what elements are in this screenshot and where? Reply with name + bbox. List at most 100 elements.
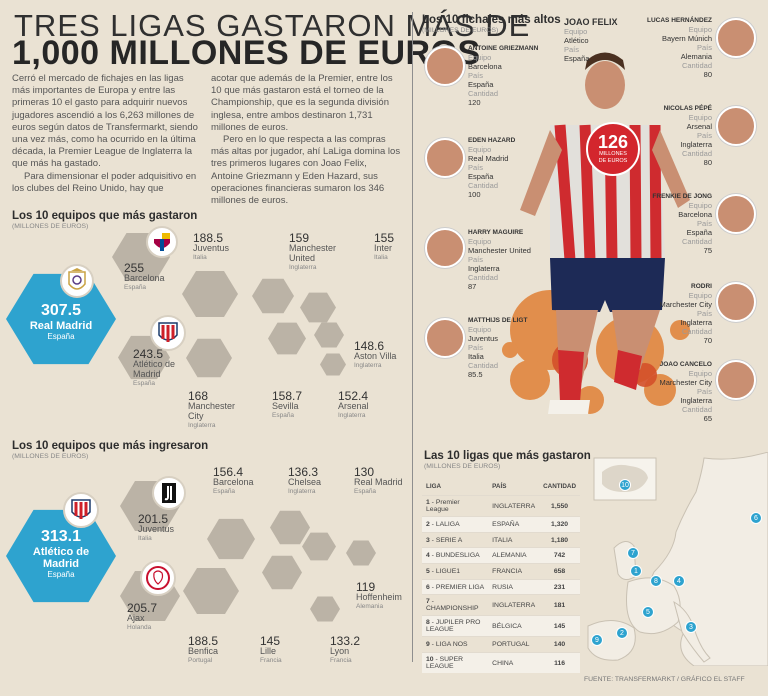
league-cell: 6 - PREMIER LIGA (422, 578, 489, 595)
hex (314, 322, 344, 348)
team-name: Manchester United (289, 243, 337, 263)
player-name: LUCAS HERNÁNDEZ (647, 17, 712, 24)
player-name: ANTOINE GRIEZMANN (468, 45, 539, 52)
table-row: 1 - Premier League INGLATERRA 1,550 (422, 495, 580, 517)
team-value: 130 (354, 465, 375, 479)
league-cell: 7 - CHAMPIONSHIP (422, 594, 489, 616)
intro-column-1: Cerró el mercado de fichajes en las liga… (12, 73, 204, 195)
map-marker-3: 3 (685, 621, 697, 633)
label: Equipo (688, 369, 712, 378)
player-amount: 80 (703, 70, 712, 79)
league-rank: 7 (426, 598, 430, 606)
label: Equipo (468, 325, 492, 334)
team-label: 201.5 Juventus Italia (138, 513, 198, 544)
section-title: Las 10 ligas que más gastaron (424, 450, 591, 462)
label: País (696, 43, 712, 52)
team-country: Italia (138, 535, 152, 542)
player-card: MATTHIJS DE LIGT Equipo Juventus País It… (468, 316, 548, 379)
league-amount: 145 (539, 615, 580, 637)
earned-section-header: Los 10 equipos que más ingresaron (MILLO… (12, 440, 208, 460)
league-amount: 116 (539, 652, 580, 674)
table-row: 2 - LALIGA ESPAÑA 1,320 (422, 516, 580, 533)
league-cell: 4 - BUNDESLIGA (422, 547, 489, 564)
team-country: Holanda (127, 624, 152, 631)
team-value: 255 (124, 261, 145, 275)
team-country: Portugal (188, 657, 213, 664)
team-label: 205.7 Ajax Holanda (127, 602, 187, 633)
league-name: CHAMPIONSHIP (426, 605, 479, 613)
player-country: Inglaterra (680, 140, 712, 149)
team-name: Lyon (330, 646, 350, 656)
league-amount: 1,550 (539, 495, 580, 517)
separator: - (429, 567, 436, 575)
section-subtitle: (MILLONES DE EUROS) (12, 223, 89, 230)
player-country: España (564, 54, 590, 63)
label: País (468, 163, 484, 172)
hex (207, 518, 255, 560)
table-row: 5 - LIGUE1 FRANCIA 658 (422, 563, 580, 580)
label: País (468, 343, 484, 352)
table-row: 9 - LIGA NOS PORTUGAL 140 (422, 636, 580, 653)
label: Equipo (688, 291, 712, 300)
table-row: 10 - SUPER LEAGUE CHINA 116 (422, 652, 580, 674)
team-name: Arsenal (338, 401, 369, 411)
player-amount: 70 (703, 336, 712, 345)
separator: - (429, 619, 436, 627)
separator: - (429, 499, 436, 506)
separator: - (429, 641, 436, 649)
leagues-table: LIGA PAÍS CANTIDAD 1 - Premier League ING… (422, 480, 580, 674)
team-value: 188.5 (193, 231, 224, 245)
team-name: Atlético de Madrid (133, 359, 176, 379)
team-label: 255 Barcelona España (124, 261, 194, 293)
separator: - (433, 656, 440, 664)
label: Cantidad (681, 405, 712, 414)
team-value: 188.5 (188, 634, 219, 648)
label: Cantidad (468, 89, 499, 98)
league-name: PREMIER LIGA (435, 583, 485, 591)
intro-paragraph: Pero en lo que respecta a las compras má… (211, 134, 401, 207)
league-name: LIGA NOS (435, 641, 468, 649)
player-name: EDEN HAZARD (468, 137, 516, 144)
team-name: Hoffenheim (356, 592, 402, 602)
league-cell: 10 - SUPER LEAGUE (422, 652, 489, 674)
hex (270, 510, 310, 545)
player-name: JOAO CANCELO (659, 361, 712, 368)
team-name: Real Madrid (354, 477, 403, 487)
source-credit: FUENTE: TRANSFERMARKT / GRÁFICO EL STAFF (584, 676, 745, 683)
label: País (468, 255, 484, 264)
separator: - (429, 583, 436, 591)
league-amount: 1,320 (539, 516, 580, 533)
player-photo-avatar (425, 228, 465, 268)
atletico-crest-icon (150, 315, 186, 351)
player-card: ANTOINE GRIEZMANN Equipo Barcelona País … (468, 44, 548, 107)
signings-section-header: Los 10 fichajes más altos (MILLONES DE E… (422, 14, 561, 34)
team-name: Juventus (138, 524, 175, 534)
label: Cantidad (681, 327, 712, 336)
team-country: Francia (260, 657, 282, 664)
team-country: España (272, 412, 295, 419)
league-country: PORTUGAL (488, 636, 540, 653)
map-marker-4: 4 (673, 575, 685, 587)
team-label: 243.5 Atlético de Madrid España (133, 348, 193, 389)
league-rank: 10 (426, 656, 434, 664)
featured-unit: MILLONES DE EUROS (598, 151, 628, 164)
player-photo-avatar (716, 18, 756, 58)
team-country: España (213, 488, 236, 495)
intro-paragraph: acotar que además de la Premier, entre l… (211, 73, 393, 133)
player-country: Inglaterra (680, 318, 712, 327)
team-country: España (354, 488, 377, 495)
player-country: España (686, 228, 712, 237)
player-team: Barcelona (678, 210, 712, 219)
map-marker-2: 2 (616, 627, 628, 639)
player-photo-avatar (716, 282, 756, 322)
team-country: España (133, 380, 156, 387)
team-label: 130 Real Madrid España (354, 465, 414, 497)
league-name: SUPER LEAGUE (426, 656, 464, 671)
league-country: INGLATERRA (488, 594, 540, 616)
league-rank: 5 (426, 567, 430, 575)
label: Equipo (688, 25, 712, 34)
league-amount: 181 (539, 594, 580, 616)
player-amount: 87 (468, 282, 477, 291)
team-country: Inglaterra (188, 422, 216, 429)
league-country: ALEMANIA (488, 547, 540, 564)
